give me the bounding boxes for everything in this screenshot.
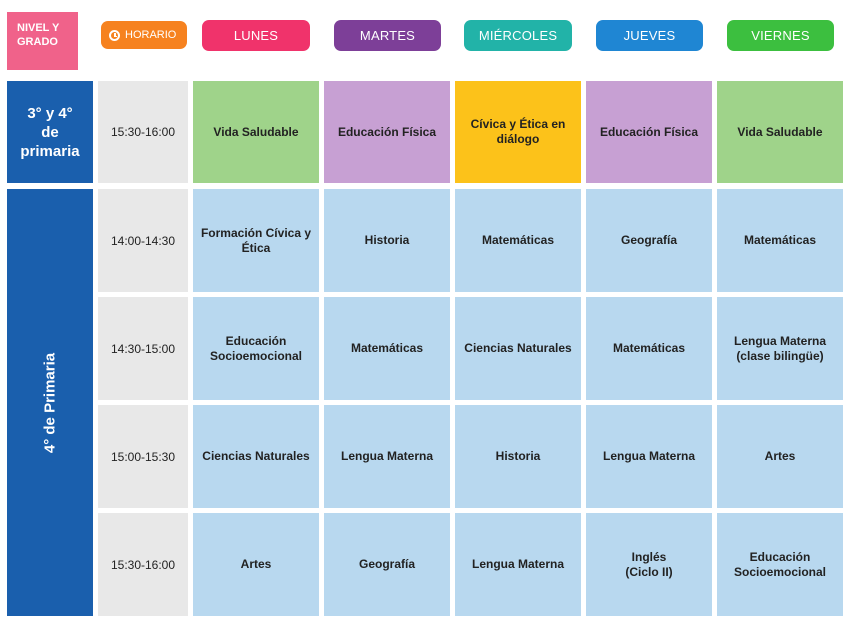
day-header-martes: MARTES — [334, 20, 441, 51]
subject-text: diálogo — [496, 132, 540, 146]
subject-cell: Formación Cívica y Ética — [193, 189, 319, 292]
subject-text: Educación Física — [337, 124, 437, 139]
time-slot: 14:30-15:00 — [98, 297, 188, 400]
subject-cell: Artes — [193, 513, 319, 616]
subject-text: Lengua Materna — [340, 449, 433, 463]
subject-cell: Lengua Materna — [324, 405, 450, 508]
subject-text: Vida Saludable — [213, 124, 299, 139]
subject-text: Geografía — [620, 233, 677, 247]
nivel-line-1: NIVEL Y — [17, 22, 60, 34]
subject-cell: Artes — [717, 405, 843, 508]
subject-cell: Lengua Materna — [455, 513, 581, 616]
horario-header: HORARIO — [101, 21, 187, 49]
subject-cell: Educación Física — [324, 81, 450, 183]
subject-cell: Ciencias Naturales — [455, 297, 581, 400]
subject-text: Vida Saludable — [737, 124, 823, 139]
subject-cell: Matemáticas — [586, 297, 712, 400]
subject-cell: Lengua Materna (clase bilingüe) — [717, 297, 843, 400]
subject-cell: Geografía — [324, 513, 450, 616]
nivel-grado-header: NIVEL Y GRADO — [7, 12, 78, 70]
subject-cell: Vida Saludable — [717, 81, 843, 183]
horario-label: HORARIO — [125, 29, 177, 41]
subject-text: Geografía — [358, 557, 415, 571]
subject-text: Socioemocional — [209, 348, 303, 363]
grade-label-4-text: 4° de Primaria — [41, 352, 59, 453]
subject-text: Formación Cívica y — [200, 225, 312, 240]
subject-cell: Lengua Materna — [586, 405, 712, 508]
grade-label-3-4: 3° y 4° de primaria — [7, 81, 93, 183]
subject-text: Educación — [225, 333, 287, 348]
subject-cell: Educación Socioemocional — [717, 513, 843, 616]
day-header-miercoles: MIÉRCOLES — [464, 20, 572, 51]
subject-text: Lengua Materna — [471, 557, 564, 571]
subject-cell: Matemáticas — [455, 189, 581, 292]
subject-text: Matemáticas — [481, 233, 555, 247]
subject-cell: Educación Socioemocional — [193, 297, 319, 400]
subject-cell: Historia — [324, 189, 450, 292]
clock-icon — [109, 29, 120, 41]
subject-text: Lengua Materna — [733, 333, 826, 348]
subject-text: (Ciclo II) — [625, 564, 673, 579]
subject-text: Ciencias Naturales — [464, 341, 572, 355]
time-slot: 15:00-15:30 — [98, 405, 188, 508]
subject-cell: Matemáticas — [717, 189, 843, 292]
subject-cell: Vida Saludable — [193, 81, 319, 183]
day-header-jueves: JUEVES — [596, 20, 703, 51]
subject-cell: Educación Física — [586, 81, 712, 183]
subject-text: Artes — [764, 449, 796, 463]
subject-text: Historia — [495, 449, 541, 463]
subject-text: Ética — [241, 240, 271, 255]
subject-cell: Inglés (Ciclo II) — [586, 513, 712, 616]
subject-cell: Ciencias Naturales — [193, 405, 319, 508]
subject-text: Artes — [240, 557, 272, 571]
subject-text: (clase bilingüe) — [736, 348, 824, 363]
subject-text: Matemáticas — [350, 341, 424, 355]
subject-text: Historia — [364, 233, 410, 247]
subject-text: Inglés — [631, 549, 667, 564]
subject-text: Cívica y Ética en — [470, 117, 566, 131]
subject-text: Socioemocional — [733, 564, 827, 579]
subject-text: Ciencias Naturales — [202, 449, 310, 463]
time-slot: 14:00-14:30 — [98, 189, 188, 292]
subject-text: Educación Física — [599, 124, 699, 139]
day-header-lunes: LUNES — [202, 20, 310, 51]
subject-text: Matemáticas — [612, 341, 686, 355]
time-slot: 15:30-16:00 — [98, 81, 188, 183]
subject-cell: Geografía — [586, 189, 712, 292]
time-slot: 15:30-16:00 — [98, 513, 188, 616]
subject-cell: Historia — [455, 405, 581, 508]
subject-text: Educación — [749, 549, 811, 564]
grade-label-4: 4° de Primaria — [7, 189, 93, 616]
nivel-line-2: GRADO — [17, 36, 58, 48]
subject-text: Lengua Materna — [602, 449, 695, 463]
subject-text: Matemáticas — [743, 233, 817, 247]
subject-cell: Matemáticas — [324, 297, 450, 400]
subject-cell: Cívica y Ética en diálogo — [455, 81, 581, 183]
day-header-viernes: VIERNES — [727, 20, 834, 51]
